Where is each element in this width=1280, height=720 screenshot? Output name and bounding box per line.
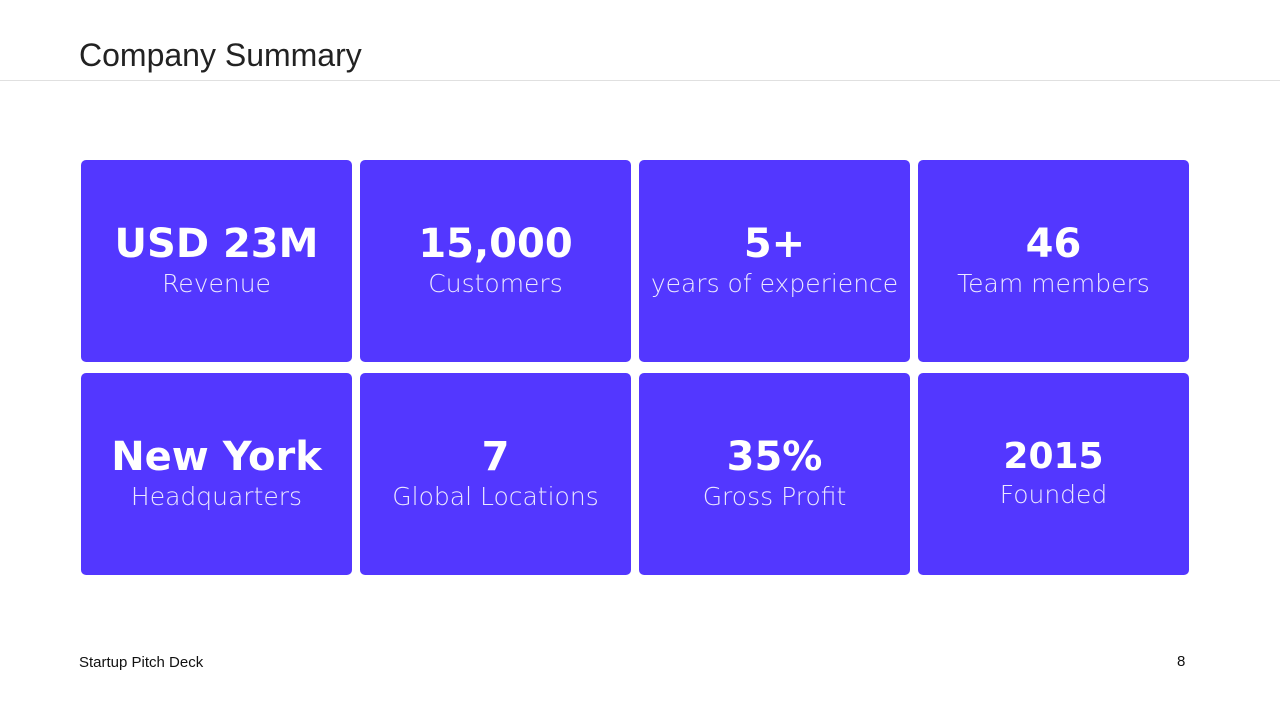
stat-value: 5+ [743,220,806,267]
stat-card-experience: 5+ years of experience [639,160,910,362]
stat-label: Team members [957,268,1150,298]
stat-card-team: 46 Team members [918,160,1189,362]
slide-title: Company Summary [79,37,362,73]
stat-value: 15,000 [418,220,573,267]
stat-card-customers: 15,000 Customers [360,160,631,362]
stat-value: 46 [1025,220,1082,267]
stat-label: Headquarters [130,481,303,511]
footer-deck-name: Startup Pitch Deck [79,654,204,671]
stat-value: USD 23M [114,220,319,267]
page-number: 8 [1177,653,1186,670]
stat-card-locations: 7 Global Locations [360,373,631,575]
stat-value: 7 [481,433,510,480]
stat-label: Revenue [162,268,271,298]
stat-label: Global Locations [392,481,599,511]
stat-card-revenue: USD 23M Revenue [81,160,352,362]
stat-label: Gross Profit [702,481,847,511]
title-divider [0,80,1280,81]
stat-card-founded: 2015 Founded [918,373,1189,575]
summary-grid: USD 23M Revenue 15,000 Customers 5+ year… [81,160,1189,575]
stat-value: 35% [726,433,823,480]
stat-label: years of experience [650,268,899,298]
stat-label: Founded [999,479,1108,509]
stat-label: Customers [428,268,563,298]
stat-value: New York [111,433,322,480]
stat-card-headquarters: New York Headquarters [81,373,352,575]
stat-value: 2015 [1003,435,1104,477]
stat-card-gross-profit: 35% Gross Profit [639,373,910,575]
